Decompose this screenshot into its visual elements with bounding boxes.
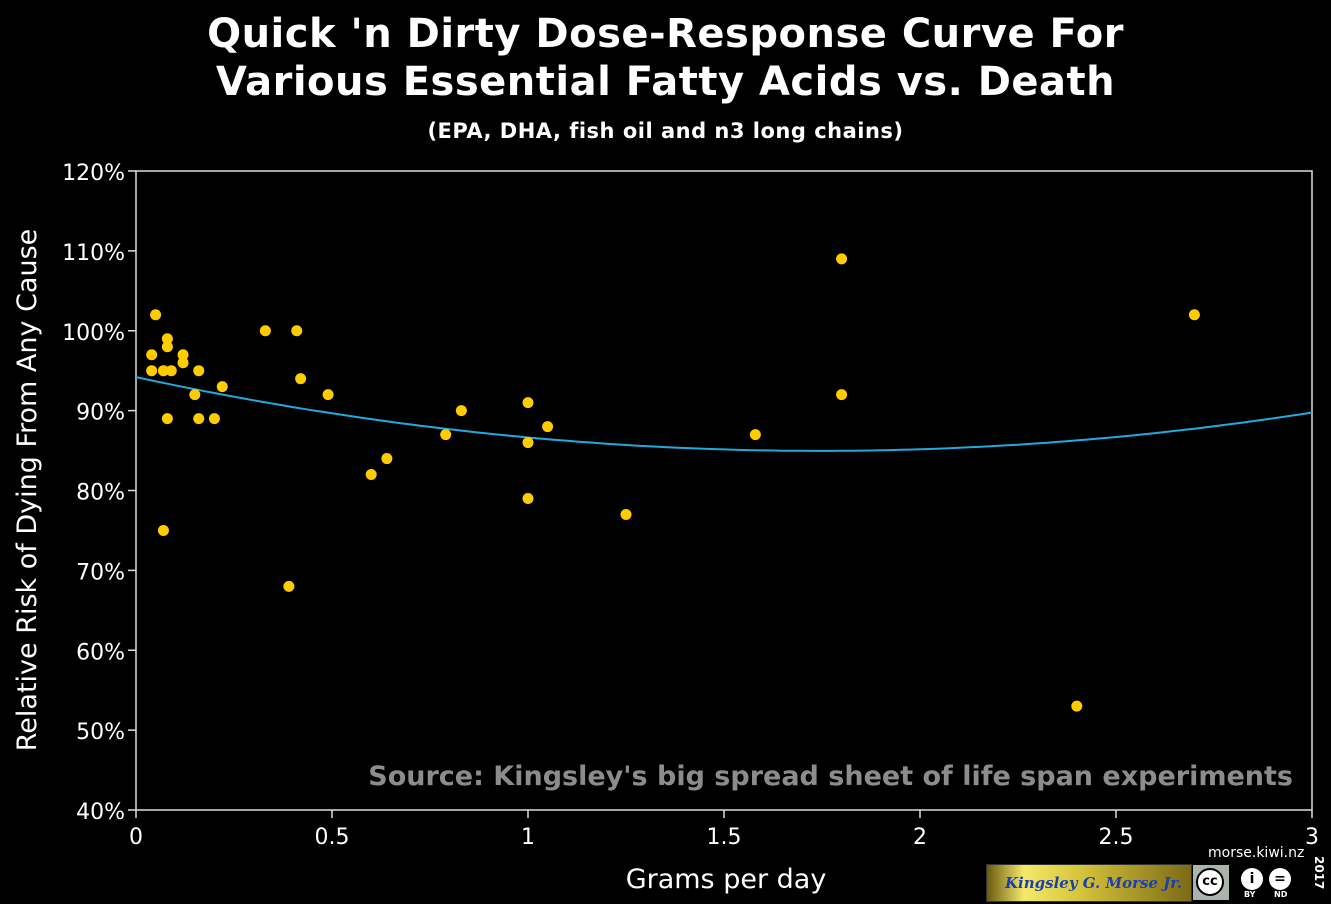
data-point bbox=[455, 405, 467, 417]
data-point bbox=[216, 381, 228, 393]
cc-nd-label: ND bbox=[1274, 890, 1288, 899]
chart-title-line2: Various Essential Fatty Acids vs. Death bbox=[215, 59, 1116, 105]
x-tick-label: 2.5 bbox=[1099, 825, 1134, 850]
cc-license-badge: cc i = BY ND bbox=[1192, 864, 1308, 901]
year-label: 2017 bbox=[1312, 856, 1326, 890]
data-point bbox=[440, 429, 452, 441]
x-tick-label: 0 bbox=[129, 825, 143, 850]
y-tick-label: 80% bbox=[76, 481, 125, 506]
data-point bbox=[161, 413, 173, 425]
y-axis-label: Relative Risk of Dying From Any Cause bbox=[12, 229, 43, 752]
data-point bbox=[381, 453, 393, 465]
data-point bbox=[322, 389, 334, 401]
data-point bbox=[161, 333, 173, 345]
y-tick-label: 50% bbox=[76, 720, 125, 745]
data-point bbox=[1188, 309, 1200, 321]
data-point bbox=[193, 365, 205, 377]
data-point bbox=[189, 389, 201, 401]
author-badge-text: Kingsley G. Morse Jr. bbox=[1005, 874, 1183, 892]
data-point bbox=[146, 349, 158, 361]
y-tick-label: 70% bbox=[76, 560, 125, 585]
data-point bbox=[150, 309, 162, 321]
y-tick-label: 40% bbox=[76, 800, 125, 825]
data-point bbox=[522, 492, 534, 504]
data-point bbox=[208, 413, 220, 425]
plot-frame bbox=[135, 170, 1313, 811]
x-tick-label: 3 bbox=[1305, 825, 1319, 850]
data-point bbox=[522, 437, 534, 449]
no-derivatives-icon: = bbox=[1269, 868, 1291, 890]
data-point bbox=[157, 524, 169, 536]
x-axis-label: Grams per day bbox=[626, 864, 827, 895]
x-tick-label: 1.5 bbox=[707, 825, 742, 850]
y-tick-label: 90% bbox=[76, 401, 125, 426]
data-point bbox=[836, 253, 848, 265]
chart-subtitle: (EPA, DHA, fish oil and n3 long chains) bbox=[427, 119, 904, 143]
data-point bbox=[542, 421, 554, 433]
data-point bbox=[1071, 700, 1083, 712]
data-point bbox=[291, 325, 303, 337]
data-point bbox=[283, 580, 295, 592]
x-tick-label: 2 bbox=[913, 825, 927, 850]
chart-title-line1: Quick 'n Dirty Dose-Response Curve For bbox=[207, 11, 1124, 57]
data-point bbox=[365, 469, 377, 481]
data-point bbox=[146, 365, 158, 377]
x-tick-label: 0.5 bbox=[315, 825, 350, 850]
data-point bbox=[165, 365, 177, 377]
data-point bbox=[295, 373, 307, 385]
cc-icon: cc bbox=[1196, 868, 1224, 896]
data-point bbox=[157, 365, 169, 377]
attribution-icon: i bbox=[1241, 868, 1263, 890]
source-annotation: Source: Kingsley's big spread sheet of l… bbox=[368, 761, 1293, 792]
data-point bbox=[177, 349, 189, 361]
x-tick-label: 1 bbox=[521, 825, 535, 850]
cc-by-label: BY bbox=[1244, 890, 1256, 899]
y-tick-label: 120% bbox=[62, 161, 125, 186]
y-tick-label: 60% bbox=[76, 640, 125, 665]
data-point bbox=[193, 413, 205, 425]
data-point bbox=[620, 508, 632, 520]
data-point bbox=[749, 429, 761, 441]
fit-curve bbox=[135, 376, 1313, 452]
y-tick-label: 110% bbox=[62, 241, 125, 266]
site-url: morse.kiwi.nz bbox=[1208, 845, 1305, 861]
data-point bbox=[177, 357, 189, 369]
data-point bbox=[836, 389, 848, 401]
data-point bbox=[259, 325, 271, 337]
author-badge: Kingsley G. Morse Jr. bbox=[986, 864, 1192, 902]
data-point bbox=[522, 397, 534, 409]
data-point bbox=[161, 341, 173, 353]
y-tick-label: 100% bbox=[62, 321, 125, 346]
